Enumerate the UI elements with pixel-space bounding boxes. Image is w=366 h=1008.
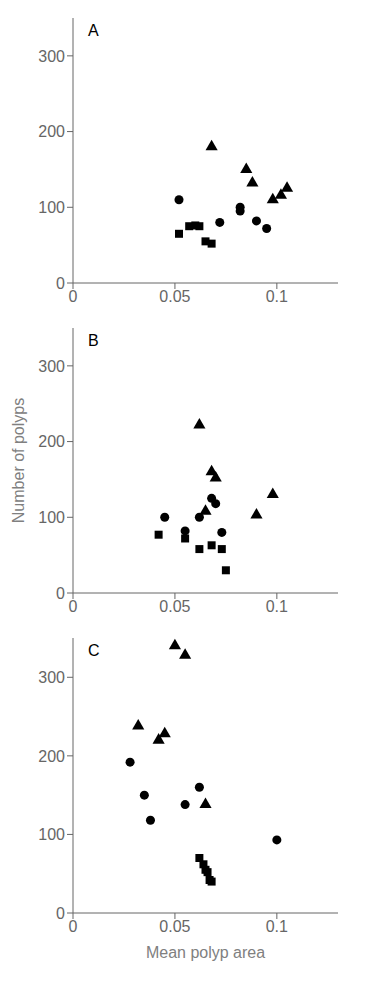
svg-text:0.05: 0.05 [159,598,190,615]
svg-text:0.1: 0.1 [266,288,288,305]
svg-text:200: 200 [38,433,65,450]
svg-text:300: 300 [38,48,65,65]
svg-text:0: 0 [69,918,78,935]
html-text:C: C [88,642,100,659]
svg-text:100: 100 [38,509,65,526]
svg-text:300: 300 [38,669,65,686]
svg-text:0: 0 [56,585,65,602]
svg-text:0.1: 0.1 [266,918,288,935]
svg-text:0.05: 0.05 [159,918,190,935]
html-text:B: B [88,332,99,349]
svg-text:Mean polyp area: Mean polyp area [146,944,265,961]
svg-text:0: 0 [69,288,78,305]
svg-text:0: 0 [56,275,65,292]
svg-text:200: 200 [38,123,65,140]
svg-text:0.1: 0.1 [266,598,288,615]
svg-text:300: 300 [38,358,65,375]
svg-text:100: 100 [38,826,65,843]
svg-text:0.05: 0.05 [159,288,190,305]
svg-text:0: 0 [56,905,65,922]
html-text:A: A [88,22,99,39]
svg-text:0: 0 [69,598,78,615]
svg-text:100: 100 [38,199,65,216]
svg-text:200: 200 [38,748,65,765]
svg-text:Number of polyps: Number of polyps [10,398,27,523]
